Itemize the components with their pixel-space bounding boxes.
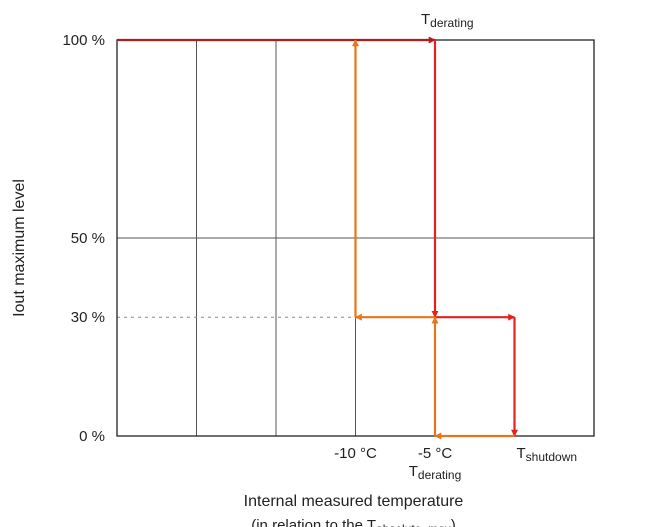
x-axis-title: Internal measured temperature <box>244 493 464 510</box>
y-tick-label: 50 % <box>71 230 105 247</box>
y-tick-label: 0 % <box>79 428 105 445</box>
x-tick-label: -10 °C <box>334 445 377 462</box>
annotation-t-derating-top: Tderating <box>421 11 474 30</box>
y-tick-label: 30 % <box>71 309 105 326</box>
x-tick-label: -5 °C <box>418 445 453 462</box>
y-axis-title: Iout maximum level <box>11 179 28 317</box>
y-tick-label: 100 % <box>62 32 105 49</box>
x-axis-subtitle: (in relation to the Tabsolute_max) <box>251 517 456 527</box>
annotation-t-shutdown: Tshutdown <box>517 445 578 464</box>
annotation-t-derating-bottom: Tderating <box>409 463 462 482</box>
